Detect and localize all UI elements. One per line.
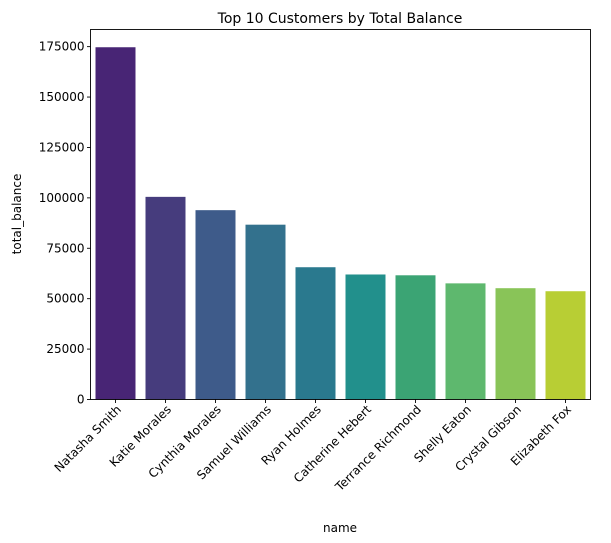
bar-7 [445, 283, 486, 400]
y-tick-label-4: 100000 [39, 191, 85, 205]
bar-4 [295, 267, 336, 400]
plot-frame [90, 29, 591, 400]
bar-0 [95, 47, 136, 400]
bar-3 [245, 224, 286, 400]
y-axis-label: total_balance [10, 174, 24, 255]
y-tick-label-6: 150000 [39, 90, 85, 104]
y-tick-label-5: 125000 [39, 140, 85, 154]
bar-6 [395, 275, 436, 400]
bar-5 [345, 274, 386, 400]
bars-group [95, 47, 586, 400]
chart-title: Top 10 Customers by Total Balance [217, 11, 463, 27]
y-tick-label-7: 175000 [39, 40, 85, 54]
y-tick-label-3: 75000 [46, 241, 84, 255]
bar-1 [145, 196, 186, 400]
y-tick-label-0: 0 [77, 393, 85, 407]
bar-2 [195, 210, 236, 400]
y-tick-label-1: 25000 [46, 342, 84, 356]
x-axis-label: name [323, 521, 357, 535]
bar-8 [495, 288, 536, 400]
bar-9 [545, 291, 586, 400]
y-tick-label-2: 50000 [46, 292, 84, 306]
y-axis: 0 25000 50000 75000 100000 125000 150000 175000 [39, 40, 91, 407]
x-tick-label-6: Terrance Richmond [332, 402, 424, 494]
